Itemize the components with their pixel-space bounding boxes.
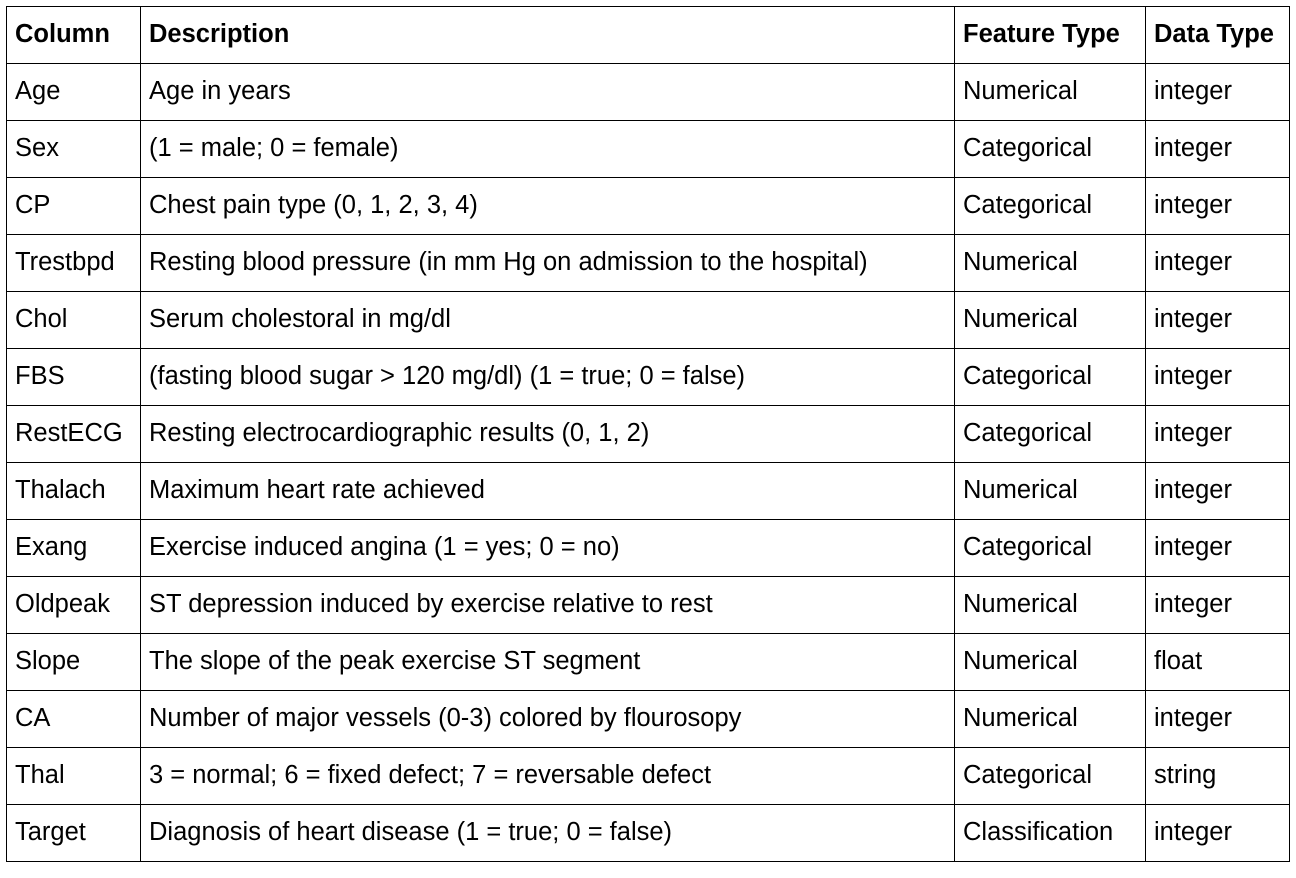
cell-feature-type: Numerical bbox=[954, 690, 1146, 748]
cell-description: (fasting blood sugar > 120 mg/dl) (1 = t… bbox=[140, 348, 955, 406]
cell-description: The slope of the peak exercise ST segmen… bbox=[140, 633, 955, 691]
cell-data-type: integer bbox=[1145, 234, 1290, 292]
cell-column: CP bbox=[6, 177, 141, 235]
cell-description: Serum cholestoral in mg/dl bbox=[140, 291, 955, 349]
table-row: Sex (1 = male; 0 = female) Categorical inte… bbox=[6, 120, 1290, 178]
cell-data-type: string bbox=[1145, 747, 1290, 805]
header-column: Column bbox=[6, 6, 141, 64]
cell-data-type: integer bbox=[1145, 405, 1290, 463]
table-row: Target Diagnosis of heart disease (1 = tr… bbox=[6, 804, 1290, 862]
table-row: Slope The slope of the peak exercise ST s… bbox=[6, 633, 1290, 691]
table-container: Column Description Feature Type Data Typ… bbox=[6, 6, 1290, 862]
table-row: Thalach Maximum heart rate achieved Numeri… bbox=[6, 462, 1290, 520]
table-row: FBS (fasting blood sugar > 120 mg/dl) (1 … bbox=[6, 348, 1290, 406]
table-row: CA Number of major vessels (0-3) colored … bbox=[6, 690, 1290, 748]
table-row: Trestbpd Resting blood pressure (in mm Hg… bbox=[6, 234, 1290, 292]
cell-column: Thalach bbox=[6, 462, 141, 520]
cell-column: Chol bbox=[6, 291, 141, 349]
table-row: Oldpeak ST depression induced by exercise… bbox=[6, 576, 1290, 634]
header-description: Description bbox=[140, 6, 955, 64]
cell-data-type: integer bbox=[1145, 348, 1290, 406]
cell-feature-type: Categorical bbox=[954, 405, 1146, 463]
cell-description: 3 = normal; 6 = fixed defect; 7 = revers… bbox=[140, 747, 955, 805]
cell-column: RestECG bbox=[6, 405, 141, 463]
cell-description: Age in years bbox=[140, 63, 955, 121]
cell-data-type: integer bbox=[1145, 804, 1290, 862]
cell-feature-type: Categorical bbox=[954, 348, 1146, 406]
cell-description: (1 = male; 0 = female) bbox=[140, 120, 955, 178]
cell-column: CA bbox=[6, 690, 141, 748]
header-row: Column Description Feature Type Data Typ… bbox=[6, 6, 1290, 64]
cell-data-type: integer bbox=[1145, 690, 1290, 748]
table-body: Age Age in years Numerical integer Sex (1 = m… bbox=[6, 63, 1290, 862]
cell-feature-type: Categorical bbox=[954, 177, 1146, 235]
cell-data-type: integer bbox=[1145, 177, 1290, 235]
cell-description: Chest pain type (0, 1, 2, 3, 4) bbox=[140, 177, 955, 235]
cell-description: Maximum heart rate achieved bbox=[140, 462, 955, 520]
table-row: Chol Serum cholestoral in mg/dl Numerical i… bbox=[6, 291, 1290, 349]
cell-column: Age bbox=[6, 63, 141, 121]
header-data-type: Data Type bbox=[1145, 6, 1290, 64]
cell-column: Slope bbox=[6, 633, 141, 691]
cell-description: Resting electrocardiographic results (0,… bbox=[140, 405, 955, 463]
table-row: Thal 3 = normal; 6 = fixed defect; 7 = re… bbox=[6, 747, 1290, 805]
cell-feature-type: Numerical bbox=[954, 633, 1146, 691]
cell-data-type: integer bbox=[1145, 576, 1290, 634]
cell-data-type: integer bbox=[1145, 462, 1290, 520]
cell-data-type: integer bbox=[1145, 519, 1290, 577]
cell-description: Diagnosis of heart disease (1 = true; 0 … bbox=[140, 804, 955, 862]
cell-description: Number of major vessels (0-3) colored by… bbox=[140, 690, 955, 748]
cell-column: Target bbox=[6, 804, 141, 862]
table-row: CP Chest pain type (0, 1, 2, 3, 4) Categor… bbox=[6, 177, 1290, 235]
cell-data-type: integer bbox=[1145, 120, 1290, 178]
data-dictionary-table: Column Description Feature Type Data Typ… bbox=[6, 6, 1290, 862]
cell-feature-type: Categorical bbox=[954, 747, 1146, 805]
header-feature-type: Feature Type bbox=[954, 6, 1146, 64]
cell-feature-type: Numerical bbox=[954, 63, 1146, 121]
cell-column: Trestbpd bbox=[6, 234, 141, 292]
table-row: Age Age in years Numerical integer bbox=[6, 63, 1290, 121]
cell-column: Exang bbox=[6, 519, 141, 577]
table-row: RestECG Resting electrocardiographic resu… bbox=[6, 405, 1290, 463]
cell-feature-type: Categorical bbox=[954, 120, 1146, 178]
cell-column: Oldpeak bbox=[6, 576, 141, 634]
cell-data-type: float bbox=[1145, 633, 1290, 691]
cell-description: Resting blood pressure (in mm Hg on admi… bbox=[140, 234, 955, 292]
cell-data-type: integer bbox=[1145, 291, 1290, 349]
cell-column: Sex bbox=[6, 120, 141, 178]
cell-feature-type: Classification bbox=[954, 804, 1146, 862]
table-row: Exang Exercise induced angina (1 = yes; 0… bbox=[6, 519, 1290, 577]
cell-feature-type: Numerical bbox=[954, 291, 1146, 349]
cell-column: Thal bbox=[6, 747, 141, 805]
cell-feature-type: Numerical bbox=[954, 234, 1146, 292]
cell-description: ST depression induced by exercise relati… bbox=[140, 576, 955, 634]
cell-feature-type: Numerical bbox=[954, 462, 1146, 520]
cell-feature-type: Numerical bbox=[954, 576, 1146, 634]
cell-feature-type: Categorical bbox=[954, 519, 1146, 577]
cell-description: Exercise induced angina (1 = yes; 0 = no… bbox=[140, 519, 955, 577]
cell-column: FBS bbox=[6, 348, 141, 406]
cell-data-type: integer bbox=[1145, 63, 1290, 121]
